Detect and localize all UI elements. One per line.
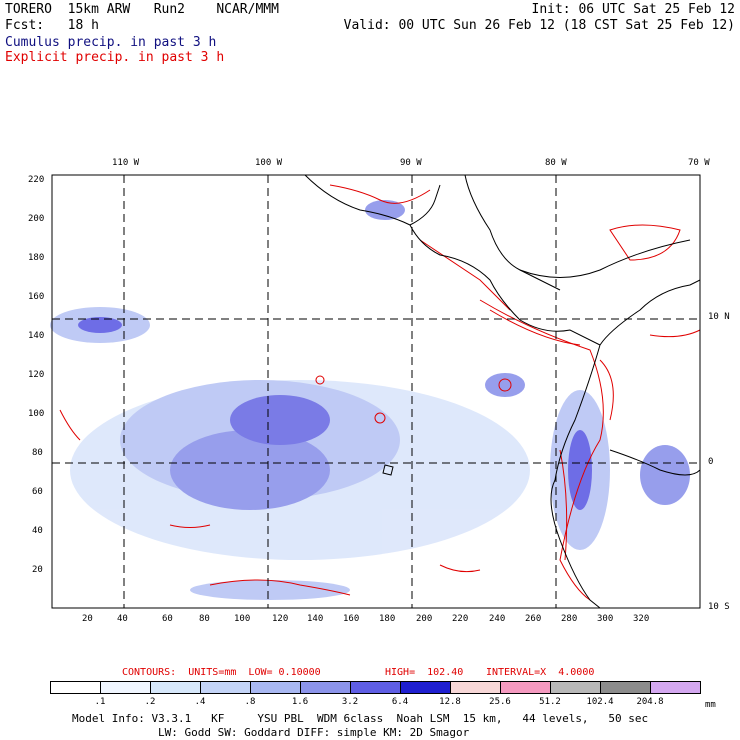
lat-label-10n: 10 N xyxy=(708,312,730,322)
colorbar-label: .2 xyxy=(144,697,156,707)
y-tick: 20 xyxy=(32,565,43,575)
colorbar-label: .1 xyxy=(94,697,106,707)
y-tick: 40 xyxy=(32,526,43,536)
lon-label-70w: 70 W xyxy=(688,158,710,168)
contour-info: CONTOURS: UNITS=mm LOW= 0.10000 xyxy=(122,667,321,678)
colorbar-label: 6.4 xyxy=(391,697,409,707)
valid-time: Valid: 00 UTC Sun 26 Feb 12 (18 CST Sat … xyxy=(343,18,735,33)
colorbar-swatch xyxy=(650,681,701,694)
cumulus-precip-field xyxy=(50,200,690,600)
lon-label-110w: 110 W xyxy=(112,158,140,168)
x-tick: 220 xyxy=(452,614,469,624)
cumulus-legend: Cumulus precip. in past 3 h xyxy=(5,35,217,50)
colorbar-swatch xyxy=(450,681,501,694)
x-tick: 20 xyxy=(82,614,93,624)
contour-interval: INTERVAL=X 4.0000 xyxy=(486,667,595,678)
y-tick: 100 xyxy=(28,409,45,419)
y-tick: 220 xyxy=(28,175,45,185)
explicit-legend: Explicit precip. in past 3 h xyxy=(5,50,225,65)
lat-label-0: 0 xyxy=(708,457,714,467)
x-tick: 100 xyxy=(234,614,251,624)
x-tick: 320 xyxy=(633,614,650,624)
lon-label-100w: 100 W xyxy=(255,158,283,168)
explicit-precip-contours xyxy=(59,184,701,601)
lat-label-10s: 10 S xyxy=(708,602,730,612)
y-tick: 160 xyxy=(28,292,45,302)
x-tick: 140 xyxy=(307,614,324,624)
forecast-hour: Fcst: 18 h xyxy=(5,18,99,33)
colorbar-label: .8 xyxy=(244,697,256,707)
contour-high: HIGH= 102.40 xyxy=(385,667,464,678)
colorbar-label: 204.8 xyxy=(636,697,664,707)
lon-label-90w: 90 W xyxy=(400,158,422,168)
model-title: TORERO 15km ARW Run2 NCAR/MMM xyxy=(5,2,279,17)
colorbar-swatch xyxy=(300,681,351,694)
x-tick: 240 xyxy=(489,614,506,624)
x-tick: 180 xyxy=(379,614,396,624)
x-tick: 200 xyxy=(416,614,433,624)
y-tick: 180 xyxy=(28,253,45,263)
colorbar-label: 1.6 xyxy=(291,697,309,707)
y-tick: 80 xyxy=(32,448,43,458)
x-tick: 120 xyxy=(272,614,289,624)
colorbar-swatch xyxy=(50,681,101,694)
colorbar-swatch xyxy=(200,681,251,694)
colorbar-swatch xyxy=(350,681,401,694)
lon-label-80w: 80 W xyxy=(545,158,567,168)
colorbar-label: 12.8 xyxy=(439,697,461,707)
colorbar-swatch xyxy=(400,681,451,694)
physics-info: LW: Godd SW: Goddard DIFF: simple KM: 2D… xyxy=(158,726,470,739)
colorbar-label: 3.2 xyxy=(341,697,359,707)
x-tick: 160 xyxy=(343,614,360,624)
y-tick: 200 xyxy=(28,214,45,224)
y-tick: 60 xyxy=(32,487,43,497)
x-tick: 300 xyxy=(597,614,614,624)
graticule xyxy=(52,175,700,608)
colorbar-label: .4 xyxy=(194,697,206,707)
y-tick: 140 xyxy=(28,331,45,341)
colorbar-unit: mm xyxy=(705,700,716,710)
colorbar-swatch xyxy=(250,681,301,694)
x-tick: 280 xyxy=(561,614,578,624)
x-tick: 60 xyxy=(162,614,173,624)
colorbar-label: 51.2 xyxy=(539,697,561,707)
colorbar-swatch xyxy=(550,681,601,694)
colorbar-label: 25.6 xyxy=(489,697,511,707)
y-tick: 120 xyxy=(28,370,45,380)
colorbar-swatch xyxy=(600,681,651,694)
x-tick: 260 xyxy=(525,614,542,624)
map-frame xyxy=(51,174,701,609)
colorbar-label: 102.4 xyxy=(586,697,614,707)
colorbar-swatch xyxy=(100,681,151,694)
init-time: Init: 06 UTC Sat 25 Feb 12 xyxy=(531,2,736,17)
x-tick: 40 xyxy=(117,614,128,624)
model-info: Model Info: V3.3.1 KF YSU PBL WDM 6class… xyxy=(72,712,649,725)
coastlines xyxy=(304,174,701,609)
colorbar-swatch xyxy=(150,681,201,694)
x-tick: 80 xyxy=(199,614,210,624)
colorbar-swatch xyxy=(500,681,551,694)
